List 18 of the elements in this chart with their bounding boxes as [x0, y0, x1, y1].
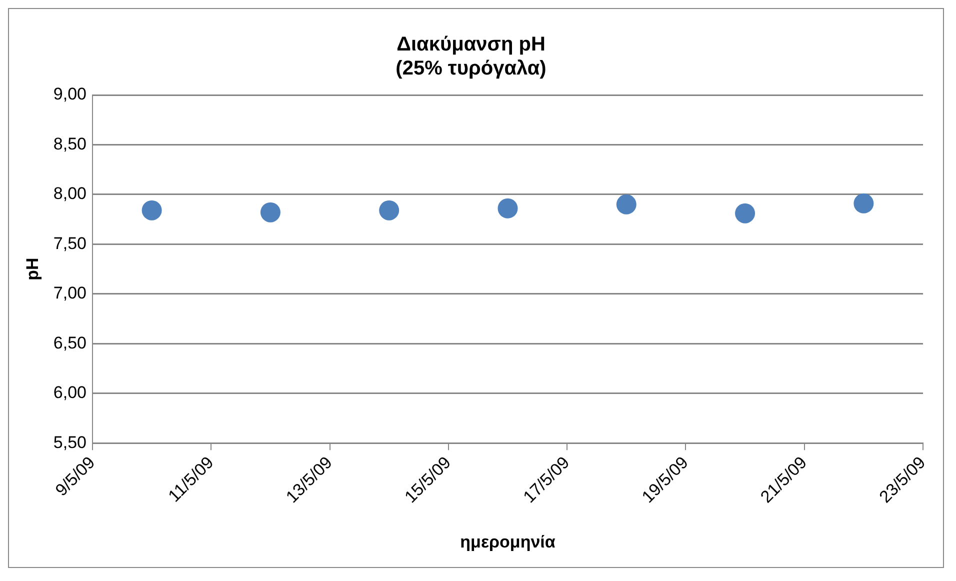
- point: [379, 200, 400, 220]
- point: [142, 200, 162, 220]
- chart-title: Διακύμανση pH (25% τυρόγαλα): [396, 34, 546, 80]
- y-tick-label: 7,00: [53, 284, 86, 303]
- y-tick-label: 7,50: [53, 234, 86, 253]
- x-axis-title: ημερομηνία: [460, 532, 556, 552]
- y-tick-label: 9,00: [53, 84, 86, 104]
- y-tick-label: 8,50: [53, 134, 86, 154]
- y-tick-label: 6,50: [53, 333, 86, 352]
- point: [854, 193, 874, 214]
- point: [260, 202, 280, 222]
- point: [498, 198, 518, 218]
- y-tick-label: 6,00: [53, 383, 86, 402]
- y-axis-title: pH: [22, 258, 42, 280]
- y-tick-label: 8,00: [53, 184, 86, 204]
- point: [616, 194, 636, 214]
- point: [735, 203, 756, 224]
- y-tick-label: 5,50: [53, 432, 86, 452]
